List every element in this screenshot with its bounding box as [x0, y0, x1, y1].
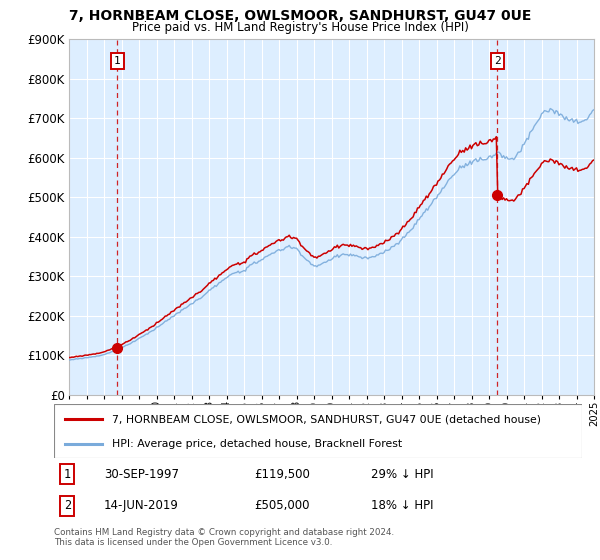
Text: 7, HORNBEAM CLOSE, OWLSMOOR, SANDHURST, GU47 0UE: 7, HORNBEAM CLOSE, OWLSMOOR, SANDHURST, … — [69, 9, 531, 23]
Text: 29% ↓ HPI: 29% ↓ HPI — [371, 468, 433, 480]
Text: £119,500: £119,500 — [254, 468, 311, 480]
Text: 30-SEP-1997: 30-SEP-1997 — [104, 468, 179, 480]
FancyBboxPatch shape — [54, 404, 582, 458]
Text: 1: 1 — [64, 468, 71, 480]
Text: £505,000: £505,000 — [254, 500, 310, 512]
Text: 18% ↓ HPI: 18% ↓ HPI — [371, 500, 433, 512]
Text: 2: 2 — [64, 500, 71, 512]
Text: Price paid vs. HM Land Registry's House Price Index (HPI): Price paid vs. HM Land Registry's House … — [131, 21, 469, 34]
Text: 2: 2 — [494, 56, 500, 66]
Text: 14-JUN-2019: 14-JUN-2019 — [104, 500, 179, 512]
Text: Contains HM Land Registry data © Crown copyright and database right 2024.
This d: Contains HM Land Registry data © Crown c… — [54, 528, 394, 547]
Text: 1: 1 — [114, 56, 121, 66]
Text: 7, HORNBEAM CLOSE, OWLSMOOR, SANDHURST, GU47 0UE (detached house): 7, HORNBEAM CLOSE, OWLSMOOR, SANDHURST, … — [112, 414, 541, 424]
Text: HPI: Average price, detached house, Bracknell Forest: HPI: Average price, detached house, Brac… — [112, 439, 402, 449]
